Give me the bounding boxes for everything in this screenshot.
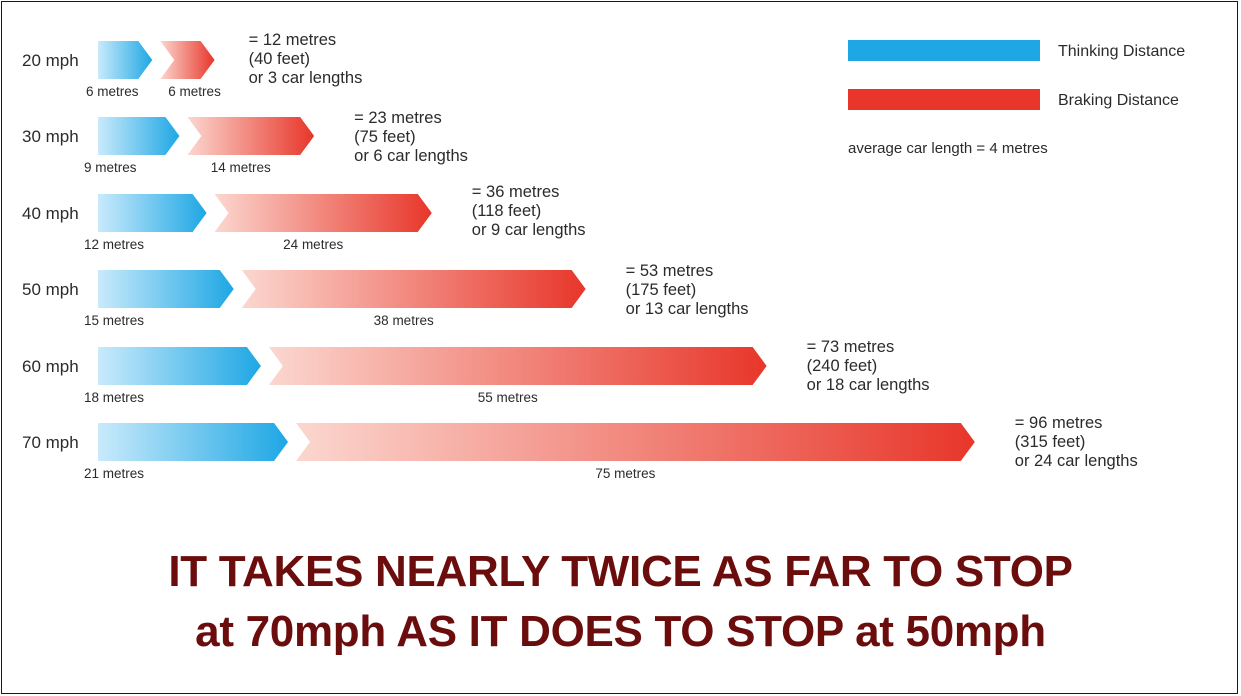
speed-label: 40 mph bbox=[22, 204, 79, 223]
total-annotation-line: = 96 metres bbox=[1015, 414, 1103, 432]
total-annotation-line: or 3 car lengths bbox=[249, 69, 363, 87]
legend-braking: Braking Distance bbox=[848, 89, 1179, 110]
headline-line-1: IT TAKES NEARLY TWICE AS FAR TO STOP bbox=[168, 547, 1073, 596]
total-annotation-line: or 6 car lengths bbox=[354, 147, 468, 165]
total-annotation-line: = 36 metres bbox=[472, 183, 560, 201]
row-30-mph: 30 mph 9 metres 14 metres = 23 metres(75 fe… bbox=[22, 109, 468, 175]
total-annotation-line: or 13 car lengths bbox=[626, 300, 749, 318]
thinking-distance-label: 15 metres bbox=[84, 313, 144, 328]
braking-distance-bar bbox=[296, 423, 975, 461]
row-70-mph: 70 mph 21 metres 75 metres = 96 metres(315 … bbox=[22, 414, 1138, 481]
thinking-distance-label: 12 metres bbox=[84, 237, 144, 252]
thinking-distance-label: 21 metres bbox=[84, 466, 144, 481]
thinking-distance-bar bbox=[98, 117, 180, 155]
total-annotation-line: (175 feet) bbox=[626, 281, 697, 299]
legend-thinking: Thinking Distance bbox=[848, 40, 1185, 61]
thinking-distance-bar bbox=[98, 194, 207, 232]
total-annotation-line: or 24 car lengths bbox=[1015, 452, 1138, 470]
braking-distance-label: 38 metres bbox=[374, 313, 434, 328]
braking-distance-bar bbox=[187, 117, 315, 155]
speed-label: 30 mph bbox=[22, 127, 79, 146]
thinking-distance-bar bbox=[98, 270, 234, 308]
total-annotation-line: (40 feet) bbox=[249, 50, 310, 68]
legend-label: Braking Distance bbox=[1058, 92, 1179, 109]
total-annotation-line: = 53 metres bbox=[626, 262, 714, 280]
row-60-mph: 60 mph 18 metres 55 metres = 73 metres(240 … bbox=[22, 338, 930, 405]
total-annotation-line: (240 feet) bbox=[807, 357, 878, 375]
legend-swatch bbox=[848, 40, 1040, 61]
total-annotation-line: (118 feet) bbox=[472, 202, 541, 220]
braking-distance-label: 6 metres bbox=[168, 84, 221, 99]
thinking-distance-bar bbox=[98, 423, 289, 461]
total-annotation-line: = 73 metres bbox=[807, 338, 895, 356]
total-annotation-line: = 23 metres bbox=[354, 109, 442, 127]
legend-label: Thinking Distance bbox=[1058, 43, 1185, 60]
speed-label: 60 mph bbox=[22, 357, 79, 376]
thinking-distance-label: 9 metres bbox=[84, 160, 137, 175]
braking-distance-label: 55 metres bbox=[478, 390, 538, 405]
legend-swatch bbox=[848, 89, 1040, 110]
car-length-note: average car length = 4 metres bbox=[848, 140, 1048, 157]
speed-label: 70 mph bbox=[22, 433, 79, 452]
thinking-distance-label: 6 metres bbox=[86, 84, 139, 99]
braking-distance-bar bbox=[241, 270, 586, 308]
row-50-mph: 50 mph 15 metres 38 metres = 53 metres(175 … bbox=[22, 262, 749, 328]
thinking-distance-bar bbox=[98, 347, 261, 385]
thinking-distance-bar bbox=[98, 41, 153, 79]
row-40-mph: 40 mph 12 metres 24 metres = 36 metres(118 … bbox=[22, 183, 586, 252]
headline-line-2: at 70mph AS IT DOES TO STOP at 50mph bbox=[195, 607, 1046, 656]
total-annotation-line: or 9 car lengths bbox=[472, 221, 586, 239]
total-annotation-line: or 18 car lengths bbox=[807, 376, 930, 394]
total-annotation-line: (75 feet) bbox=[354, 128, 415, 146]
braking-distance-label: 75 metres bbox=[595, 466, 655, 481]
braking-distance-bar bbox=[160, 41, 215, 79]
braking-distance-label: 24 metres bbox=[283, 237, 343, 252]
braking-distance-bar bbox=[214, 194, 432, 232]
speed-label: 20 mph bbox=[22, 51, 79, 70]
stopping-distance-chart: 20 mph 6 metres 6 metres = 12 metres(40 fee… bbox=[22, 31, 1185, 481]
row-20-mph: 20 mph 6 metres 6 metres = 12 metres(40 fee… bbox=[22, 31, 362, 99]
thinking-distance-label: 18 metres bbox=[84, 390, 144, 405]
total-annotation-line: (315 feet) bbox=[1015, 433, 1086, 451]
braking-distance-label: 14 metres bbox=[211, 160, 271, 175]
speed-label: 50 mph bbox=[22, 280, 79, 299]
total-annotation-line: = 12 metres bbox=[249, 31, 337, 49]
braking-distance-bar bbox=[268, 347, 767, 385]
